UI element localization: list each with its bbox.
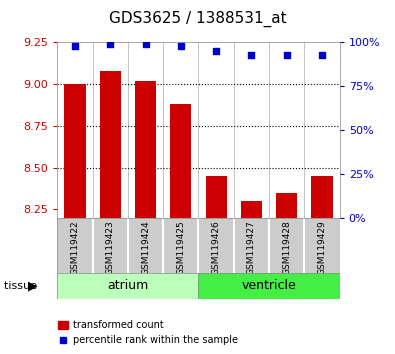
Text: GSM119424: GSM119424: [141, 221, 150, 275]
Text: GSM119425: GSM119425: [176, 221, 185, 275]
Point: [248, 52, 255, 58]
Text: GDS3625 / 1388531_at: GDS3625 / 1388531_at: [109, 10, 286, 27]
Bar: [234, 218, 269, 273]
Bar: [92, 218, 128, 273]
Point: [142, 41, 149, 47]
Bar: [163, 218, 198, 273]
Point: [72, 43, 78, 49]
Bar: [241, 201, 262, 218]
Legend: transformed count, percentile rank within the sample: transformed count, percentile rank withi…: [54, 316, 242, 349]
Point: [284, 52, 290, 58]
Bar: [57, 218, 92, 273]
Bar: [312, 176, 333, 218]
Point: [178, 43, 184, 49]
Bar: [276, 193, 297, 218]
Bar: [135, 81, 156, 218]
Bar: [64, 84, 85, 218]
Text: ventricle: ventricle: [242, 279, 297, 292]
Text: atrium: atrium: [107, 279, 149, 292]
Bar: [269, 218, 305, 273]
Point: [107, 41, 113, 47]
Bar: [170, 104, 192, 218]
Bar: [57, 273, 199, 299]
Text: GSM119428: GSM119428: [282, 221, 291, 275]
Text: GSM119423: GSM119423: [106, 221, 115, 275]
Bar: [100, 71, 121, 218]
Bar: [199, 273, 340, 299]
Point: [213, 48, 219, 54]
Text: GSM119422: GSM119422: [70, 221, 79, 275]
Bar: [199, 218, 234, 273]
Text: GSM119427: GSM119427: [247, 221, 256, 275]
Point: [319, 52, 325, 58]
Bar: [128, 218, 163, 273]
Bar: [205, 176, 227, 218]
Text: GSM119426: GSM119426: [212, 221, 221, 275]
Text: ▶: ▶: [28, 279, 38, 292]
Bar: [305, 218, 340, 273]
Text: tissue: tissue: [4, 281, 40, 291]
Text: GSM119429: GSM119429: [318, 221, 327, 275]
